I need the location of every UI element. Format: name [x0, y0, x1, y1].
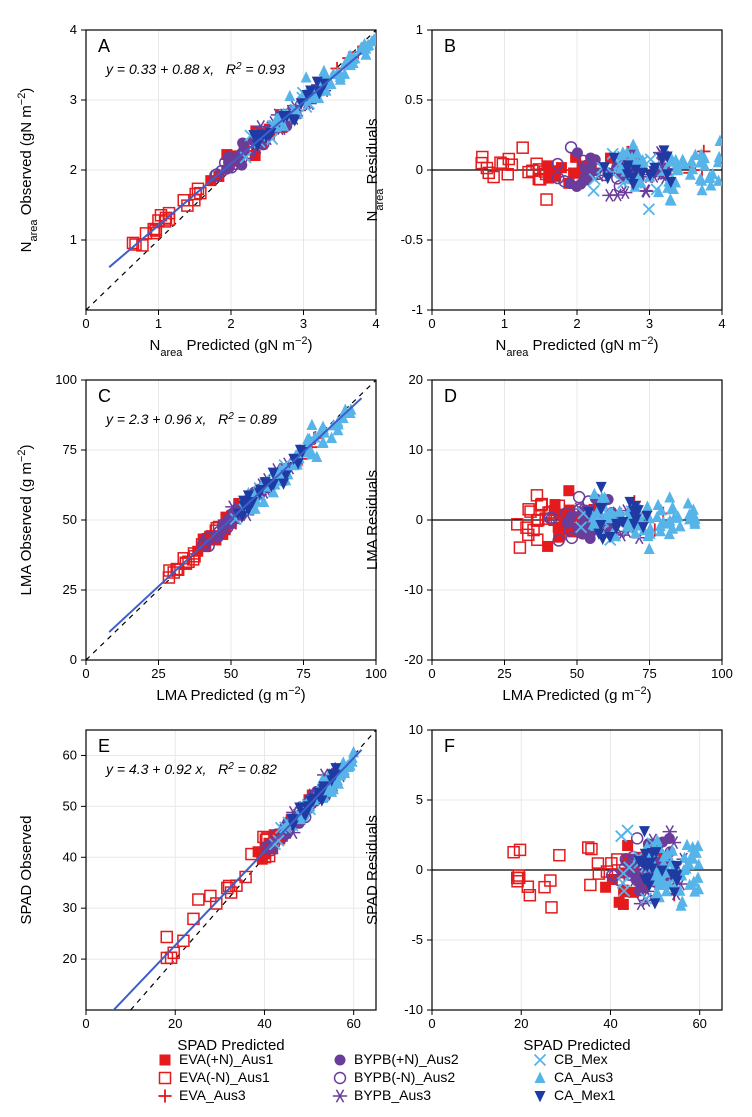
svg-text:100: 100	[365, 666, 387, 681]
svg-text:B: B	[444, 36, 456, 56]
svg-text:Narea Residuals: Narea Residuals	[364, 119, 386, 222]
panel-C: 0 25 50 75 100 0 25 50 75 100 LMA Predicted (g m−2…	[16, 372, 387, 704]
svg-text:0: 0	[82, 666, 89, 681]
svg-text:EVA_Aus3: EVA_Aus3	[179, 1087, 246, 1103]
panel-E: 02040602030405060SPAD PredictedSPAD Obse…	[18, 730, 376, 1054]
svg-text:40: 40	[257, 1016, 271, 1031]
svg-text:0: 0	[416, 512, 423, 527]
svg-text:0: 0	[82, 316, 89, 331]
svg-text:60: 60	[346, 1016, 360, 1031]
svg-text:BYPB(+N)_Aus2: BYPB(+N)_Aus2	[354, 1051, 459, 1067]
svg-text:20: 20	[409, 372, 423, 387]
svg-text:1: 1	[155, 316, 162, 331]
svg-text:100: 100	[55, 372, 77, 387]
svg-text:-0.5: -0.5	[401, 232, 423, 247]
svg-text:LMA Predicted (g m−2): LMA Predicted (g m−2)	[502, 685, 651, 704]
svg-text:CB_Mex: CB_Mex	[554, 1051, 608, 1067]
svg-text:75: 75	[296, 666, 310, 681]
svg-text:Narea Predicted (gN m−2): Narea Predicted (gN m−2)	[496, 335, 659, 359]
svg-text:1: 1	[70, 232, 77, 247]
svg-text:-20: -20	[404, 652, 423, 667]
svg-text:25: 25	[151, 666, 165, 681]
svg-text:-1: -1	[411, 302, 423, 317]
svg-text:4: 4	[70, 22, 77, 37]
svg-text:LMA Predicted (g m−2): LMA Predicted (g m−2)	[156, 685, 305, 704]
svg-text:0: 0	[428, 666, 435, 681]
svg-text:0: 0	[428, 1016, 435, 1031]
panel-D: 0 25 50 75 100 -20 -10 0 10 20 LMA Predicted (g m−…	[364, 372, 733, 704]
svg-text:0: 0	[82, 1016, 89, 1031]
svg-text:LMA Residuals: LMA Residuals	[364, 470, 381, 570]
svg-text:y = 2.3 + 0.96 x, R2 = 0.89: y = 2.3 + 0.96 x, R2 = 0.89	[105, 411, 277, 428]
svg-text:75: 75	[642, 666, 656, 681]
panel-B: 0 1 2 3 4 -1 -0.5 0 0.5 1 Narea Predicted (gN m−2)…	[364, 22, 726, 359]
svg-text:30: 30	[63, 900, 77, 915]
svg-text:50: 50	[63, 798, 77, 813]
svg-text:CA_Mex1: CA_Mex1	[554, 1087, 616, 1103]
svg-text:0: 0	[428, 316, 435, 331]
svg-text:10: 10	[409, 442, 423, 457]
svg-text:SPAD Observed: SPAD Observed	[18, 816, 35, 925]
svg-text:3: 3	[646, 316, 653, 331]
svg-text:40: 40	[603, 1016, 617, 1031]
svg-text:60: 60	[692, 1016, 706, 1031]
svg-text:75: 75	[63, 442, 77, 457]
figure-root: 0 1 2 3 4 1 2 3 4 Narea Predicted (gN m−2) Narea O…	[0, 0, 752, 1117]
svg-text:0.5: 0.5	[405, 92, 423, 107]
legend: EVA(+N)_Aus1 EVA(-N)_Aus1 EVA_Aus3 BYPB(+N)…	[158, 1051, 615, 1103]
svg-text:-10: -10	[404, 582, 423, 597]
svg-text:3: 3	[300, 316, 307, 331]
svg-text:20: 20	[514, 1016, 528, 1031]
svg-text:60: 60	[63, 747, 77, 762]
svg-text:4: 4	[372, 316, 379, 331]
svg-text:1: 1	[416, 22, 423, 37]
svg-text:50: 50	[570, 666, 584, 681]
svg-text:10: 10	[409, 722, 423, 737]
svg-text:E: E	[98, 736, 110, 756]
svg-text:20: 20	[168, 1016, 182, 1031]
svg-text:CA_Aus3: CA_Aus3	[554, 1069, 613, 1085]
svg-text:50: 50	[224, 666, 238, 681]
svg-text:4: 4	[718, 316, 725, 331]
svg-text:-10: -10	[404, 1002, 423, 1017]
svg-text:F: F	[444, 736, 455, 756]
svg-text:y = 4.3 + 0.92 x, R2 = 0.82: y = 4.3 + 0.92 x, R2 = 0.82	[105, 761, 277, 778]
svg-text:3: 3	[70, 92, 77, 107]
svg-text:EVA(-N)_Aus1: EVA(-N)_Aus1	[179, 1069, 270, 1085]
svg-text:25: 25	[497, 666, 511, 681]
svg-text:Narea Predicted (gN m−2): Narea Predicted (gN m−2)	[150, 335, 313, 359]
svg-text:LMA Observed (g m−2): LMA Observed (g m−2)	[16, 445, 35, 596]
svg-text:C: C	[98, 386, 111, 406]
svg-text:y = 0.33 + 0.88 x, R2 = 0.93: y = 0.33 + 0.88 x, R2 = 0.93	[105, 61, 285, 78]
svg-text:40: 40	[63, 849, 77, 864]
svg-text:A: A	[98, 36, 110, 56]
svg-text:0: 0	[416, 862, 423, 877]
panel-A: 0 1 2 3 4 1 2 3 4 Narea Predicted (gN m−2) Narea O…	[16, 22, 381, 359]
svg-text:2: 2	[573, 316, 580, 331]
svg-text:100: 100	[711, 666, 733, 681]
svg-text:D: D	[444, 386, 457, 406]
svg-text:BYPB(-N)_Aus2: BYPB(-N)_Aus2	[354, 1069, 455, 1085]
svg-text:0: 0	[416, 162, 423, 177]
svg-text:SPAD Residuals: SPAD Residuals	[364, 815, 381, 925]
svg-text:2: 2	[227, 316, 234, 331]
svg-text:50: 50	[63, 512, 77, 527]
svg-text:BYPB_Aus3: BYPB_Aus3	[354, 1087, 431, 1103]
svg-text:0: 0	[70, 652, 77, 667]
svg-text:5: 5	[416, 792, 423, 807]
svg-text:1: 1	[501, 316, 508, 331]
panel-F: 0204060-10-50510SPAD PredictedSPAD Resid…	[364, 722, 722, 1054]
svg-text:20: 20	[63, 951, 77, 966]
svg-text:25: 25	[63, 582, 77, 597]
svg-text:-5: -5	[411, 932, 423, 947]
svg-text:Narea Observed (gN m−2): Narea Observed (gN m−2)	[16, 88, 40, 253]
svg-text:2: 2	[70, 162, 77, 177]
figure-svg: 0 1 2 3 4 1 2 3 4 Narea Predicted (gN m−2) Narea O…	[0, 0, 752, 1117]
svg-text:EVA(+N)_Aus1: EVA(+N)_Aus1	[179, 1051, 273, 1067]
